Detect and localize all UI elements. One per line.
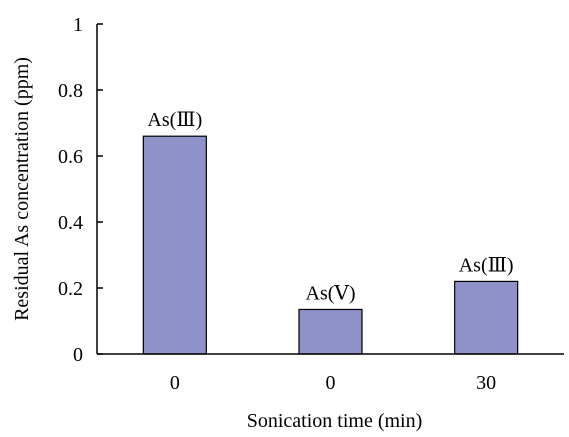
bar	[454, 280, 519, 355]
bar-label: As(Ⅴ)	[306, 282, 356, 304]
bar-label: As(Ⅲ)	[147, 109, 202, 131]
x-tick-label: 30	[476, 372, 496, 394]
bars	[142, 135, 519, 355]
y-tick-label: 1	[73, 14, 83, 36]
x-tick-label: 0	[170, 372, 180, 394]
bar-label: As(Ⅲ)	[459, 254, 514, 276]
x-tick-label: 0	[326, 372, 336, 394]
x-axis-ticks: 0 0 30	[170, 372, 496, 394]
y-axis-ticks: 0 0.2 0.4 0.6 0.8 1	[58, 14, 103, 366]
y-tick-label: 0	[73, 344, 83, 366]
bar	[298, 308, 363, 355]
y-tick-label: 0.8	[58, 80, 83, 102]
bar-labels: As(Ⅲ) As(Ⅴ) As(Ⅲ)	[147, 109, 513, 304]
y-tick-label: 0.4	[58, 212, 83, 234]
y-tick-label: 0.6	[58, 146, 83, 168]
bar	[142, 135, 207, 355]
x-axis-title: Sonication time (min)	[247, 410, 423, 432]
y-axis-title: Residual As concentration (ppm)	[11, 57, 33, 321]
y-tick-label: 0.2	[58, 278, 83, 300]
